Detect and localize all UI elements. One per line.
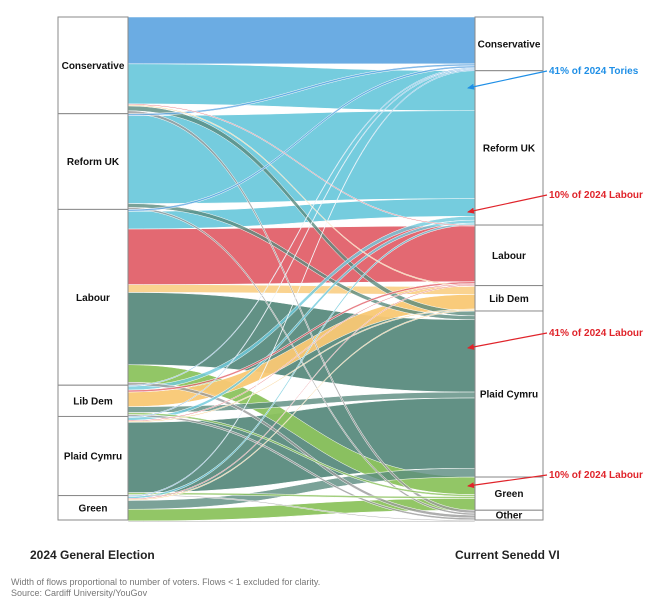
left-node-label-conservative: Conservative — [62, 61, 125, 72]
annotation-arrow-3 — [467, 332, 548, 350]
annotation-label-1: 41% of 2024 Tories — [549, 66, 639, 77]
footnote: Width of flows proportional to number of… — [11, 577, 321, 587]
right-node-label-plaid-cymru: Plaid Cymru — [480, 390, 538, 401]
right-node-label-labour: Labour — [492, 251, 526, 262]
annotation-label-2: 10% of 2024 Labour — [549, 190, 643, 201]
right-node-label-green: Green — [495, 489, 524, 500]
source-note: Source: Cardiff University/YouGov — [11, 588, 148, 598]
annotation-arrow-4 — [467, 474, 548, 489]
right-node-reform-uk — [474, 70, 544, 226]
flow-conservative-to-conservative — [127, 16, 476, 65]
right-node-lib-dem — [474, 285, 544, 312]
annotation-label-4: 10% of 2024 Labour — [549, 470, 643, 481]
left-node-label-plaid-cymru: Plaid Cymru — [64, 452, 122, 463]
right-node-label-conservative: Conservative — [478, 39, 541, 50]
left-node-conservative — [57, 16, 129, 115]
flows-layer — [127, 16, 476, 523]
right-node-green — [474, 476, 544, 511]
right-node-label-lib-dem: Lib Dem — [489, 294, 529, 305]
right-node-plaid-cymru — [474, 310, 544, 478]
right-node-label-reform-uk: Reform UK — [483, 143, 536, 154]
nodes-layer: Conservative Reform UK Labour Lib Dem Plaid … — [57, 16, 544, 522]
left-node-label-lib-dem: Lib Dem — [73, 396, 113, 407]
annotation-label-3: 41% of 2024 Labour — [549, 328, 643, 339]
right-node-other — [474, 509, 544, 521]
right-node-conservative — [474, 16, 544, 72]
annotation-arrow-1 — [467, 70, 548, 90]
left-node-plaid-cymru — [57, 415, 129, 497]
right-node-label-other: Other — [496, 511, 523, 522]
right-node-labour — [474, 224, 544, 287]
left-node-label-labour: Labour — [76, 293, 110, 304]
left-node-label-green: Green — [79, 503, 108, 514]
right-axis-title: Current Senedd VI — [455, 548, 560, 562]
left-node-label-reform-uk: Reform UK — [67, 157, 120, 168]
left-node-lib-dem — [57, 384, 129, 417]
annotations-layer: 41% of 2024 Tories 10% of 2024 Labour 41% … — [467, 66, 643, 489]
left-node-green — [57, 495, 129, 521]
left-node-labour — [57, 208, 129, 386]
flow-green-to-other — [127, 520, 476, 523]
left-axis-title: 2024 General Election — [30, 548, 155, 562]
annotation-arrow-2 — [467, 194, 548, 214]
